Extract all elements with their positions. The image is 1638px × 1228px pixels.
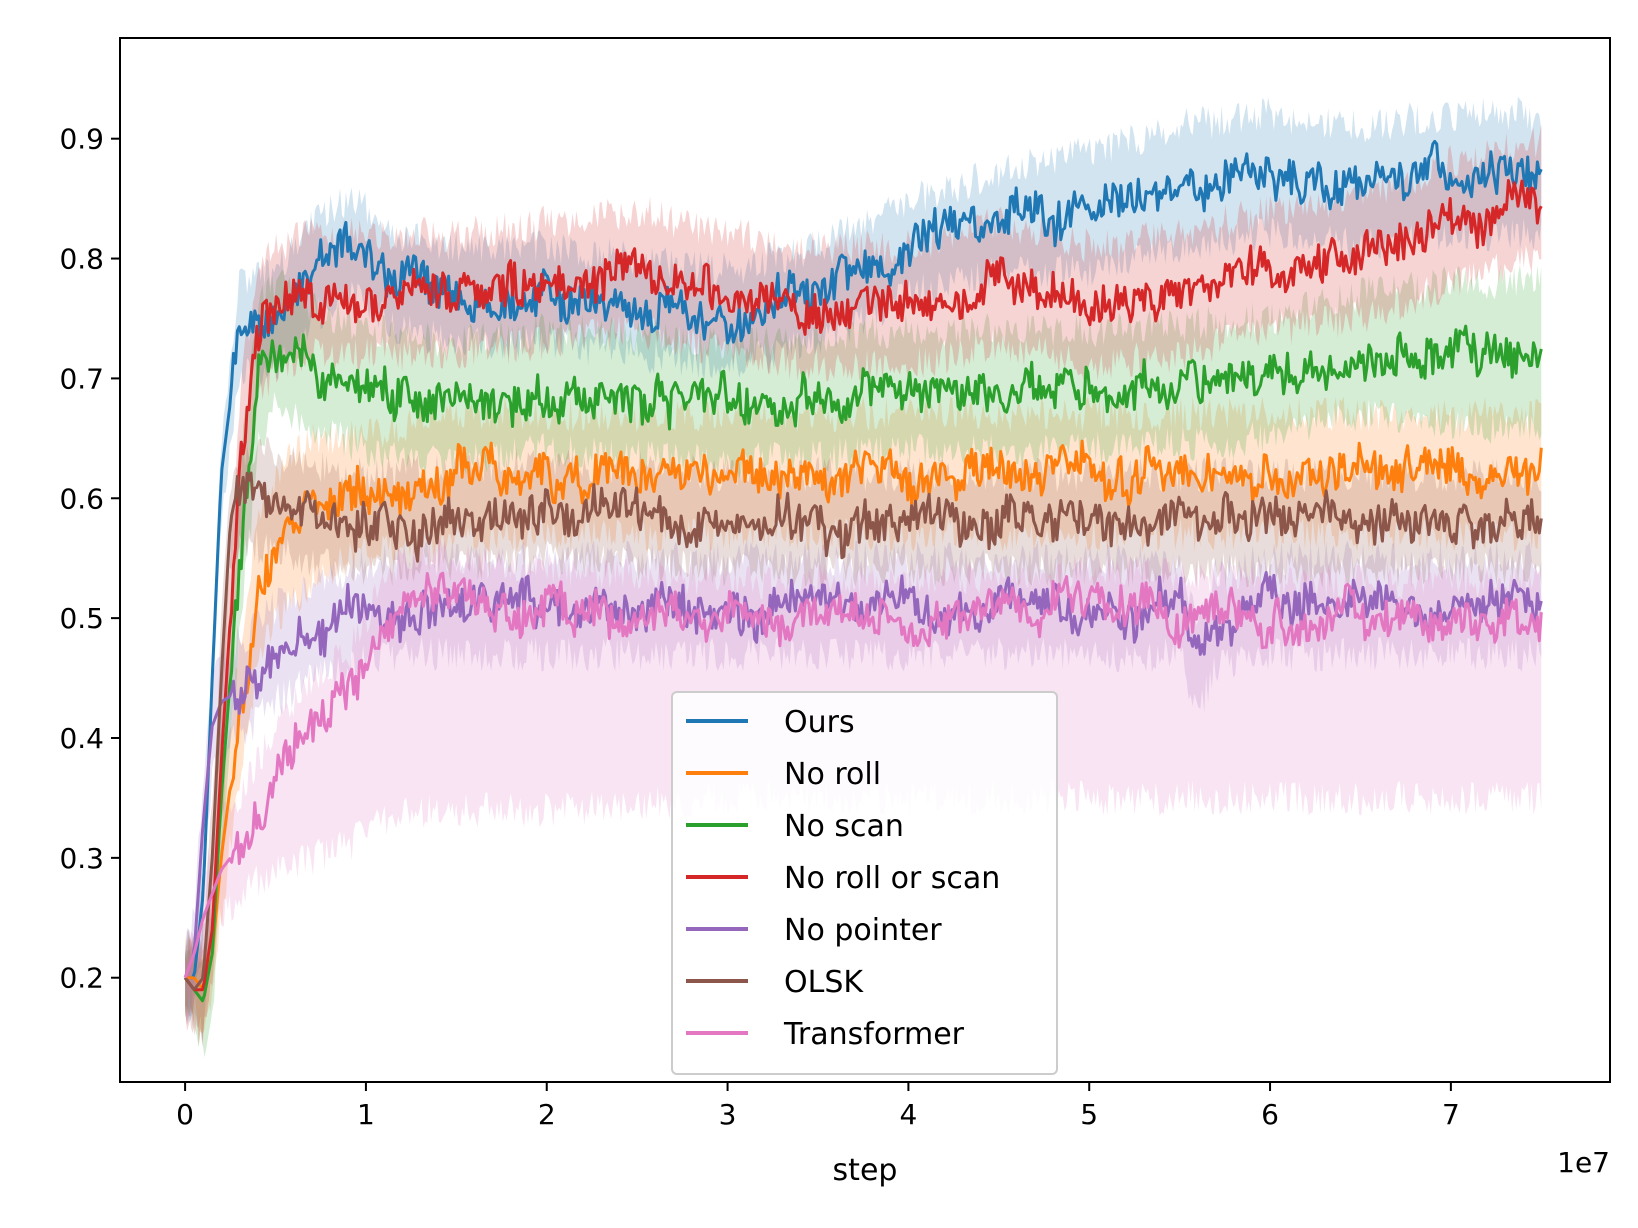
y-tick-label: 0.3 — [59, 842, 104, 875]
series-line-no-roll-or-scan — [183, 179, 1543, 992]
x-tick-label: 3 — [719, 1098, 737, 1131]
band-olsk — [185, 436, 1542, 1042]
legend-label: No scan — [784, 809, 904, 844]
x-tick-label: 4 — [899, 1098, 917, 1131]
legend-box — [671, 691, 1058, 1075]
legend-label: No roll — [784, 757, 881, 792]
x-tick-label: 7 — [1442, 1098, 1460, 1131]
x-axis-label: step — [833, 1153, 898, 1188]
legend-label: Transformer — [783, 1017, 965, 1052]
series-line-no-roll — [185, 439, 1543, 991]
y-tick-label: 0.5 — [59, 602, 104, 635]
legend-label: No roll or scan — [784, 861, 1000, 896]
y-tick-label: 0.7 — [59, 362, 104, 395]
series-line-transformer — [183, 571, 1543, 979]
x-tick-label: 1 — [357, 1098, 375, 1131]
y-tick-label: 0.9 — [59, 123, 104, 156]
x-tick-label: 5 — [1080, 1098, 1098, 1131]
x-axis: 0 1 2 3 4 5 6 7 — [176, 1082, 1460, 1131]
band-no-roll-or-scan — [185, 123, 1542, 1048]
y-axis: 0.2 0.3 0.4 0.5 0.6 0.7 0.8 0.9 — [59, 123, 120, 995]
y-tick-label: 0.2 — [59, 962, 104, 995]
legend-label: OLSK — [784, 965, 864, 1000]
legend: Ours No roll No scan No roll or scan No poin… — [671, 691, 1058, 1075]
x-tick-label: 2 — [538, 1098, 556, 1131]
legend-label: No pointer — [784, 913, 942, 948]
series-line-no-scan — [183, 324, 1543, 1003]
band-ours — [185, 96, 1542, 1024]
y-tick-label: 0.8 — [59, 243, 104, 276]
y-tick-label: 0.6 — [59, 482, 104, 515]
band-no-pointer — [185, 540, 1542, 1025]
x-tick-label: 0 — [176, 1098, 194, 1131]
plot-frame — [119, 37, 1611, 1083]
x-tick-label: 6 — [1261, 1098, 1279, 1131]
series-line-ours — [185, 139, 1543, 980]
series-lines — [183, 139, 1543, 1003]
x-axis-offset-label: 1e7 — [1557, 1146, 1610, 1179]
series-line-olsk — [183, 471, 1543, 991]
y-tick-label: 0.4 — [59, 722, 104, 755]
legend-label: Ours — [784, 705, 855, 740]
